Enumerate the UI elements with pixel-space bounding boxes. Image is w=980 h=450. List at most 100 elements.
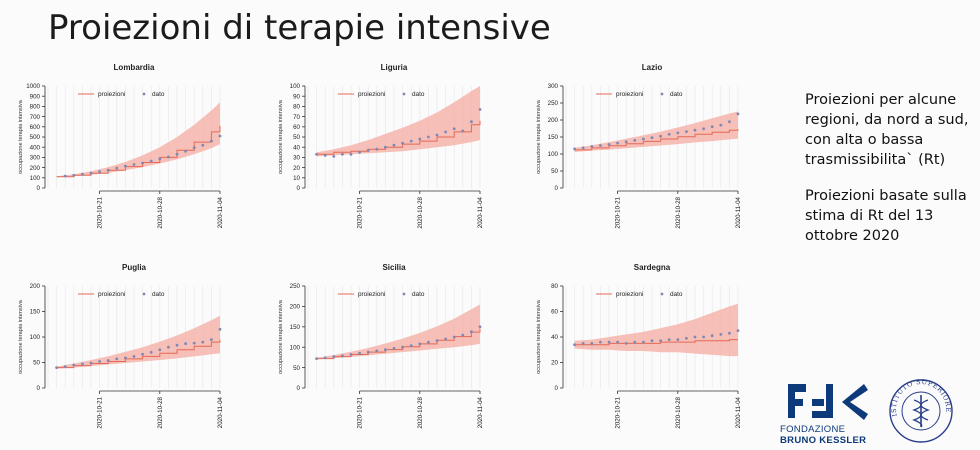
y-tick-label: 0 (37, 185, 41, 192)
data-point (624, 140, 628, 144)
data-point (366, 148, 370, 152)
legend-label: dato (670, 91, 683, 98)
data-point (676, 131, 680, 135)
data-point (702, 127, 705, 131)
data-point (667, 338, 671, 341)
fbk-name-line2: BRUNO KESSLER (780, 435, 867, 446)
x-tick-label: 2020-11-04 (735, 196, 742, 228)
x-tick-label: 2020-11-04 (477, 396, 484, 428)
data-point (427, 135, 430, 139)
legend-point-swatch (142, 292, 146, 296)
chart-svg: Sardegna 0 20 40 60 80 2020-10-21 2020-10-28 202… (536, 263, 742, 429)
data-point (358, 351, 361, 355)
chart-title: Sicilia (382, 263, 406, 272)
data-point (384, 145, 387, 149)
x-tick-label: 2020-11-04 (217, 396, 224, 428)
y-tick-label: 500 (30, 134, 41, 141)
data-point (435, 339, 439, 343)
data-point (590, 342, 594, 345)
data-point (624, 342, 628, 345)
projection-band (574, 303, 738, 357)
y-tick-label: 600 (30, 124, 41, 131)
projection-band (56, 102, 220, 178)
data-point (141, 352, 145, 356)
data-point (98, 360, 101, 363)
data-point (210, 139, 213, 143)
x-tick-label: 2020-10-28 (157, 196, 164, 228)
data-point (349, 152, 353, 156)
data-point (89, 361, 93, 365)
data-point (607, 143, 611, 146)
data-point (616, 141, 619, 145)
y-tick-label: 100 (30, 175, 41, 182)
data-point (149, 350, 153, 354)
chart-svg: Lombardia 0 100 200 300 400 500 600 700 800 900 100… (18, 63, 224, 229)
data-point (418, 137, 422, 141)
y-tick-label: 100 (30, 334, 41, 341)
x-tick-label: 2020-10-21 (615, 396, 622, 428)
data-point (149, 159, 153, 163)
data-point (375, 349, 379, 353)
data-point (427, 340, 430, 344)
data-point (573, 343, 576, 347)
x-tick-label: 2020-10-28 (417, 196, 424, 228)
data-point (736, 329, 740, 332)
y-tick-label: 900 (30, 93, 41, 100)
chart-title: Puglia (122, 263, 147, 272)
y-tick-label: 0 (555, 185, 559, 192)
projection-line (574, 129, 739, 151)
data-point (81, 172, 84, 176)
data-point (72, 173, 76, 177)
data-point (452, 127, 456, 131)
chart-title: Lombardia (114, 63, 155, 72)
data-point (72, 363, 76, 367)
y-tick-label: 60 (551, 309, 558, 316)
data-point (201, 340, 205, 344)
y-tick-label: 40 (551, 334, 558, 341)
chart-puglia: Puglia 0 50 100 150 200 2020-10-21 2020-10-28 20… (10, 258, 240, 448)
data-point (581, 146, 585, 150)
data-point (728, 120, 731, 124)
data-point (366, 350, 370, 354)
y-tick-label: 30 (293, 155, 300, 162)
x-tick-label: 2020-10-21 (357, 396, 364, 428)
data-point (315, 357, 318, 360)
legend-label: proiezioni (616, 291, 643, 298)
y-tick-label: 250 (290, 283, 301, 290)
x-tick-label: 2020-10-28 (675, 196, 682, 228)
data-point (332, 355, 336, 358)
data-point (418, 342, 422, 346)
data-point (478, 108, 482, 111)
data-point (650, 339, 654, 343)
x-tick-label: 2020-10-21 (357, 196, 364, 228)
legend-label: dato (152, 91, 165, 98)
x-tick-label: 2020-11-04 (735, 396, 742, 428)
x-tick-label: 2020-10-28 (675, 396, 682, 428)
data-point (132, 355, 136, 358)
y-tick-label: 200 (548, 117, 559, 124)
chart-title: Lazio (642, 63, 663, 72)
data-point (633, 340, 637, 344)
y-tick-label: 1000 (26, 83, 40, 90)
y-tick-label: 300 (548, 83, 559, 90)
legend-point-swatch (660, 92, 664, 96)
y-tick-label: 50 (551, 168, 558, 175)
data-point (218, 327, 222, 331)
side-note-1: Proiezioni per alcune regioni, da nord a… (805, 92, 969, 168)
fbk-logo-mark (788, 384, 868, 420)
data-point (659, 339, 662, 343)
data-point (192, 146, 196, 150)
data-point (409, 139, 413, 143)
data-point (184, 149, 188, 153)
y-tick-label: 40 (293, 144, 300, 151)
data-point (115, 166, 119, 170)
y-tick-label: 300 (30, 155, 41, 162)
y-tick-label: 0 (555, 385, 559, 392)
data-point (332, 155, 336, 158)
side-note-2: Proiezioni basate sulla stima di Rt del … (805, 188, 967, 244)
y-tick-label: 200 (30, 283, 41, 290)
chart-svg: Lazio 0 50 100 150 200 250 300 2020-10-21 2020-10… (536, 63, 742, 229)
y-tick-label: 70 (293, 114, 300, 121)
data-point (167, 345, 170, 349)
data-point (401, 345, 404, 349)
